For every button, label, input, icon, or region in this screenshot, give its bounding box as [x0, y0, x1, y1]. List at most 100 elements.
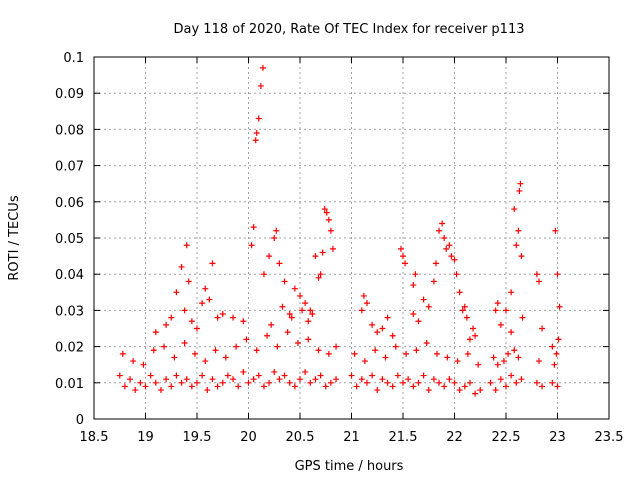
- data-point: [315, 274, 322, 281]
- data-point: [490, 354, 497, 361]
- data-point: [515, 354, 522, 361]
- data-point: [453, 271, 460, 278]
- data-point: [204, 387, 211, 394]
- data-point: [456, 289, 463, 296]
- data-point: [363, 300, 370, 307]
- data-point: [472, 332, 479, 339]
- data-point: [130, 358, 137, 365]
- data-point: [464, 350, 471, 357]
- data-point: [140, 361, 147, 368]
- data-point: [552, 227, 559, 234]
- data-point: [253, 130, 260, 137]
- data-point: [369, 321, 376, 328]
- data-point: [503, 383, 509, 390]
- data-point: [188, 318, 195, 325]
- data-point: [307, 307, 314, 314]
- data-point: [255, 115, 262, 122]
- data-point: [181, 339, 188, 346]
- data-point: [492, 307, 499, 314]
- data-point: [312, 253, 319, 260]
- grid-lines: [94, 57, 609, 419]
- data-point: [297, 292, 303, 299]
- data-point: [369, 372, 376, 379]
- data-point: [379, 376, 386, 383]
- data-point: [351, 350, 358, 357]
- data-point: [297, 376, 303, 383]
- data-point: [152, 379, 159, 386]
- data-point: [257, 82, 264, 89]
- data-point: [230, 314, 237, 321]
- data-point: [415, 318, 422, 325]
- data-point: [323, 209, 330, 216]
- data-point: [477, 387, 484, 394]
- data-point: [268, 321, 275, 328]
- data-point: [248, 242, 255, 249]
- data-point: [508, 329, 515, 336]
- y-tick-label: 0.09: [55, 87, 84, 102]
- data-point: [374, 387, 381, 394]
- data-point: [518, 253, 525, 260]
- data-point: [494, 300, 501, 307]
- data-point: [214, 314, 221, 321]
- data-point: [202, 358, 209, 365]
- data-point: [219, 311, 226, 318]
- data-point: [312, 376, 319, 383]
- data-point: [185, 278, 192, 285]
- data-point: [302, 368, 309, 375]
- data-point: [286, 379, 293, 386]
- data-point: [348, 372, 355, 379]
- data-point: [392, 343, 399, 350]
- data-point: [446, 242, 453, 249]
- data-point: [508, 372, 515, 379]
- data-point: [363, 379, 370, 386]
- data-point: [535, 358, 542, 365]
- data-point: [173, 289, 180, 296]
- data-point: [266, 379, 273, 386]
- data-point: [358, 376, 365, 383]
- data-point: [553, 350, 560, 357]
- data-point: [492, 387, 499, 394]
- data-point: [305, 336, 312, 343]
- data-point: [372, 347, 379, 354]
- data-point: [240, 368, 247, 375]
- data-point: [222, 354, 229, 361]
- data-point: [191, 350, 198, 357]
- data-point: [209, 260, 216, 267]
- data-point: [511, 206, 518, 213]
- data-point: [194, 325, 200, 332]
- data-point: [250, 376, 257, 383]
- data-point: [252, 137, 259, 144]
- data-point: [253, 347, 260, 354]
- data-point: [183, 376, 190, 383]
- data-point: [150, 347, 157, 354]
- data-point: [317, 372, 324, 379]
- x-axis-ticks: 18.5 19 19.5 20 20.5 21 21.5 22 22.5 23 23.5: [80, 57, 623, 445]
- x-tick-label: 21: [343, 430, 360, 445]
- data-point: [466, 336, 473, 343]
- data-point: [413, 347, 420, 354]
- data-point: [264, 332, 271, 339]
- data-point: [389, 383, 396, 390]
- data-point: [451, 379, 458, 386]
- data-point: [515, 227, 522, 234]
- data-point: [271, 235, 278, 241]
- data-point: [288, 314, 295, 321]
- data-point: [163, 321, 170, 328]
- chart-title: Day 118 of 2020, Rate Of TEC Index for r…: [174, 22, 525, 37]
- data-point: [459, 307, 466, 314]
- data-point: [425, 387, 432, 394]
- data-point: [448, 253, 455, 260]
- data-point: [443, 245, 450, 252]
- x-tick-label: 22: [446, 430, 463, 445]
- x-tick-label: 23: [549, 430, 566, 445]
- data-point: [397, 245, 404, 252]
- data-point: [503, 307, 509, 314]
- x-tick-label: 20.5: [286, 430, 315, 445]
- data-point: [274, 343, 281, 350]
- data-point: [317, 271, 324, 278]
- data-point: [494, 361, 501, 368]
- data-point: [214, 383, 221, 390]
- data-point: [535, 278, 542, 285]
- data-point: [142, 383, 149, 390]
- data-point: [374, 329, 381, 336]
